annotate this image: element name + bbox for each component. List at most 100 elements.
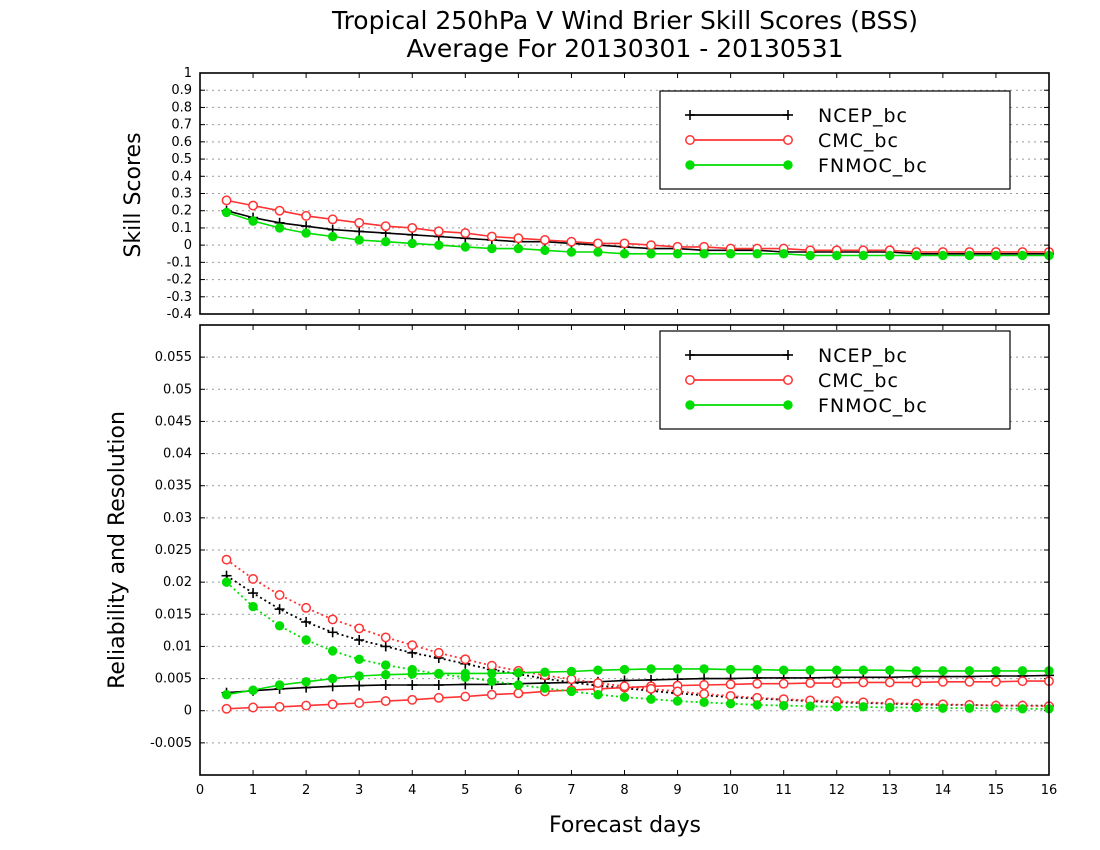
data-point	[805, 250, 815, 261]
data-point	[566, 686, 577, 697]
data-point	[991, 703, 1001, 713]
data-point	[725, 664, 736, 675]
x-tick-label: 15	[988, 783, 1005, 798]
data-point	[248, 685, 258, 695]
data-point	[646, 694, 656, 704]
data-point	[354, 235, 364, 245]
data-point	[1017, 704, 1028, 714]
data-point	[725, 679, 736, 690]
panel-1: -0.005 0 0.005 0.01 0.015 0.02 0.025 0.03 0.035 0…	[150, 324, 1058, 798]
x-tick-label: 16	[1041, 783, 1058, 798]
data-point	[221, 703, 232, 714]
legend-marker	[783, 375, 793, 385]
y-tick-label: 0.055	[155, 350, 192, 365]
data-point	[832, 702, 842, 712]
data-point	[434, 669, 444, 679]
legend-marker	[685, 160, 695, 170]
series-cmc-bc	[221, 195, 1054, 257]
data-point	[778, 678, 789, 689]
data-point	[725, 690, 736, 701]
data-point	[301, 677, 311, 687]
y-tick-label: 0.4	[171, 169, 192, 184]
data-point	[513, 233, 524, 244]
data-point	[221, 195, 232, 206]
data-point	[858, 677, 869, 688]
legend-marker	[783, 350, 793, 360]
legend-label: NCEP_bc	[818, 105, 908, 127]
data-point	[1017, 250, 1028, 261]
data-point	[593, 678, 603, 689]
x-tick-label: 5	[461, 783, 469, 798]
data-point	[487, 676, 497, 686]
y-tick-label: 0.045	[155, 414, 192, 429]
legend-label: FNMOC_bc	[818, 155, 928, 177]
data-point	[407, 664, 417, 675]
data-point	[1017, 676, 1028, 687]
data-point	[540, 683, 550, 693]
data-point	[274, 701, 285, 712]
plot-frame	[199, 72, 1050, 315]
data-point	[327, 627, 338, 638]
data-point	[832, 665, 842, 675]
data-point	[619, 249, 630, 259]
y-tick-label: -0.2	[167, 273, 192, 288]
data-point	[274, 223, 285, 233]
data-point	[221, 577, 232, 587]
data-point	[513, 680, 524, 690]
data-point	[354, 635, 365, 645]
data-point	[301, 617, 312, 627]
legend-marker	[685, 400, 695, 410]
data-point	[381, 670, 391, 680]
x-tick-label: 11	[775, 783, 792, 798]
data-point	[274, 604, 285, 615]
data-point	[354, 698, 365, 708]
data-point	[380, 641, 391, 652]
data-point	[805, 678, 816, 689]
data-point	[301, 635, 311, 645]
x-axis-title: Forecast days	[549, 813, 701, 838]
data-point	[885, 665, 895, 675]
data-point	[327, 214, 338, 225]
data-point	[884, 677, 895, 688]
data-point	[858, 250, 868, 261]
x-tick-label: 3	[355, 783, 363, 798]
data-point	[433, 692, 444, 703]
data-point	[460, 242, 471, 252]
data-point	[539, 235, 550, 245]
data-point	[778, 700, 789, 711]
data-point	[938, 666, 948, 676]
data-point	[221, 689, 232, 700]
data-point	[752, 700, 762, 710]
data-point	[221, 207, 232, 218]
data-point	[460, 672, 471, 682]
data-point	[593, 665, 603, 675]
data-point	[938, 250, 948, 261]
y-tick-label: 0.8	[171, 100, 192, 115]
data-point	[778, 249, 789, 259]
x-tick-label: 0	[196, 783, 204, 798]
data-point	[699, 680, 710, 690]
data-point	[301, 210, 312, 221]
x-tick-label: 6	[514, 783, 522, 798]
legend: NCEP_bc CMC_bc FNMOC_bc	[659, 90, 1011, 190]
data-point	[486, 689, 497, 700]
data-point	[248, 573, 259, 584]
data-point	[725, 698, 736, 709]
y-tick-label: 0.9	[171, 83, 192, 98]
data-point	[858, 702, 868, 712]
data-point	[540, 667, 550, 677]
data-point	[831, 678, 842, 689]
y-tick-label: 0.5	[171, 152, 192, 167]
y-tick-label: 0.005	[155, 672, 192, 687]
data-point	[301, 602, 312, 613]
data-point	[699, 689, 710, 699]
y-tick-label: -0.3	[167, 290, 192, 305]
data-point	[646, 683, 656, 694]
legend-label: NCEP_bc	[818, 345, 908, 367]
data-point	[460, 228, 471, 239]
data-point	[911, 702, 922, 713]
data-point	[433, 680, 444, 690]
data-point	[646, 249, 656, 259]
legend-label: FNMOC_bc	[818, 395, 928, 417]
chart-subtitle: Average For 20130301 - 20130531	[406, 34, 843, 63]
